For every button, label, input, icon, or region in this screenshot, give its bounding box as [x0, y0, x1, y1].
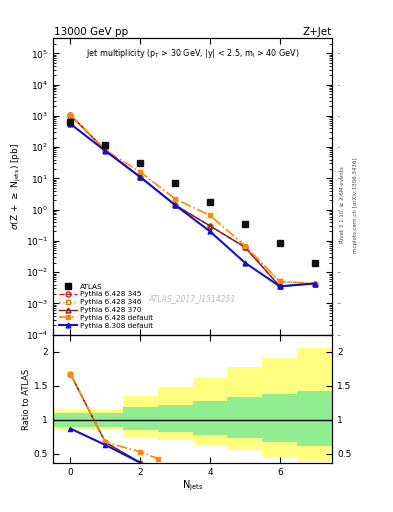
Text: 13000 GeV pp: 13000 GeV pp [54, 27, 129, 37]
Text: mcplots.cern.ch [arXiv:1306.3436]: mcplots.cern.ch [arXiv:1306.3436] [353, 157, 358, 252]
Text: ATLAS_2017_I1514251: ATLAS_2017_I1514251 [149, 294, 236, 304]
X-axis label: N$_{\mathrm{jets}}$: N$_{\mathrm{jets}}$ [182, 479, 203, 493]
Legend: ATLAS, Pythia 6.428 345, Pythia 6.428 346, Pythia 6.428 370, Pythia 6.428 defaul: ATLAS, Pythia 6.428 345, Pythia 6.428 34… [57, 281, 155, 331]
Y-axis label: $\sigma$(Z + $\geq$ N$_{\mathrm{jets}}$) [pb]: $\sigma$(Z + $\geq$ N$_{\mathrm{jets}}$)… [10, 143, 23, 230]
Y-axis label: Ratio to ATLAS: Ratio to ATLAS [22, 368, 31, 430]
Text: Jet multiplicity ($\mathrm{p_T}$ > 30 GeV, |y| < 2.5, $\mathrm{m_l}$ > 40 GeV): Jet multiplicity ($\mathrm{p_T}$ > 30 Ge… [86, 47, 299, 60]
Text: Z+Jet: Z+Jet [303, 27, 332, 37]
Text: Rivet 3.1.10, ≥ 2.6M events: Rivet 3.1.10, ≥ 2.6M events [340, 166, 345, 243]
